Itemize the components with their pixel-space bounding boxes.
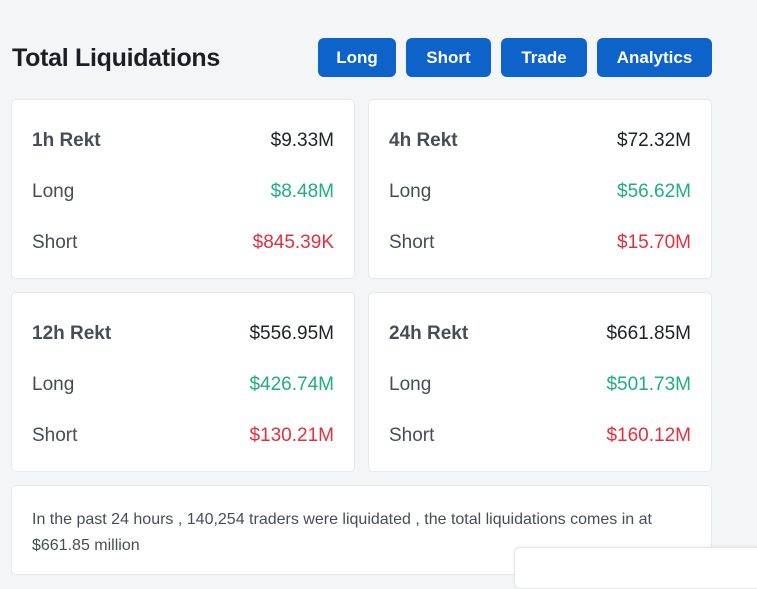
- period-label: 24h Rekt: [389, 323, 469, 344]
- short-value: $845.39K: [252, 232, 334, 253]
- liquidation-card-24h: 24h Rekt $661.85M Long $501.73M Short $1…: [368, 292, 712, 472]
- short-value: $130.21M: [249, 425, 334, 446]
- long-value: $56.62M: [617, 181, 691, 202]
- short-row: Short $130.21M: [32, 424, 334, 448]
- total-value: $72.32M: [617, 130, 691, 151]
- total-value: $661.85M: [606, 323, 691, 344]
- short-row: Short $15.70M: [389, 231, 691, 255]
- total-row: 4h Rekt $72.32M: [389, 129, 691, 153]
- long-label: Long: [389, 374, 432, 395]
- liquidation-card-12h: 12h Rekt $556.95M Long $426.74M Short $1…: [11, 292, 355, 472]
- short-label: Short: [32, 425, 78, 446]
- short-button[interactable]: Short: [406, 38, 491, 77]
- liquidation-card-1h: 1h Rekt $9.33M Long $8.48M Short $845.39…: [11, 99, 355, 279]
- overlay-panel: [514, 547, 757, 589]
- short-value: $15.70M: [617, 232, 691, 253]
- long-value: $8.48M: [270, 181, 334, 202]
- total-row: 1h Rekt $9.33M: [32, 129, 334, 153]
- long-row: Long $501.73M: [389, 373, 691, 397]
- period-label: 12h Rekt: [32, 323, 112, 344]
- long-label: Long: [32, 181, 75, 202]
- analytics-button[interactable]: Analytics: [597, 38, 712, 77]
- total-row: 24h Rekt $661.85M: [389, 322, 691, 346]
- period-label: 1h Rekt: [32, 130, 101, 151]
- total-value: $9.33M: [270, 130, 334, 151]
- total-value: $556.95M: [249, 323, 334, 344]
- total-row: 12h Rekt $556.95M: [32, 322, 334, 346]
- long-value: $426.74M: [249, 374, 334, 395]
- short-row: Short $160.12M: [389, 424, 691, 448]
- long-label: Long: [389, 181, 432, 202]
- long-label: Long: [32, 374, 75, 395]
- long-row: Long $56.62M: [389, 180, 691, 204]
- liquidation-card-4h: 4h Rekt $72.32M Long $56.62M Short $15.7…: [368, 99, 712, 279]
- long-row: Long $8.48M: [32, 180, 334, 204]
- short-row: Short $845.39K: [32, 231, 334, 255]
- short-label: Short: [389, 425, 435, 446]
- period-label: 4h Rekt: [389, 130, 458, 151]
- long-row: Long $426.74M: [32, 373, 334, 397]
- long-value: $501.73M: [606, 374, 691, 395]
- short-value: $160.12M: [606, 425, 691, 446]
- short-label: Short: [32, 232, 78, 253]
- long-button[interactable]: Long: [318, 38, 396, 77]
- page-title: Total Liquidations: [12, 44, 221, 72]
- summary-text: In the past 24 hours , 140,254 traders w…: [32, 511, 652, 554]
- short-label: Short: [389, 232, 435, 253]
- header: Total Liquidations Long Short Trade Anal…: [12, 38, 712, 78]
- trade-button[interactable]: Trade: [501, 38, 587, 77]
